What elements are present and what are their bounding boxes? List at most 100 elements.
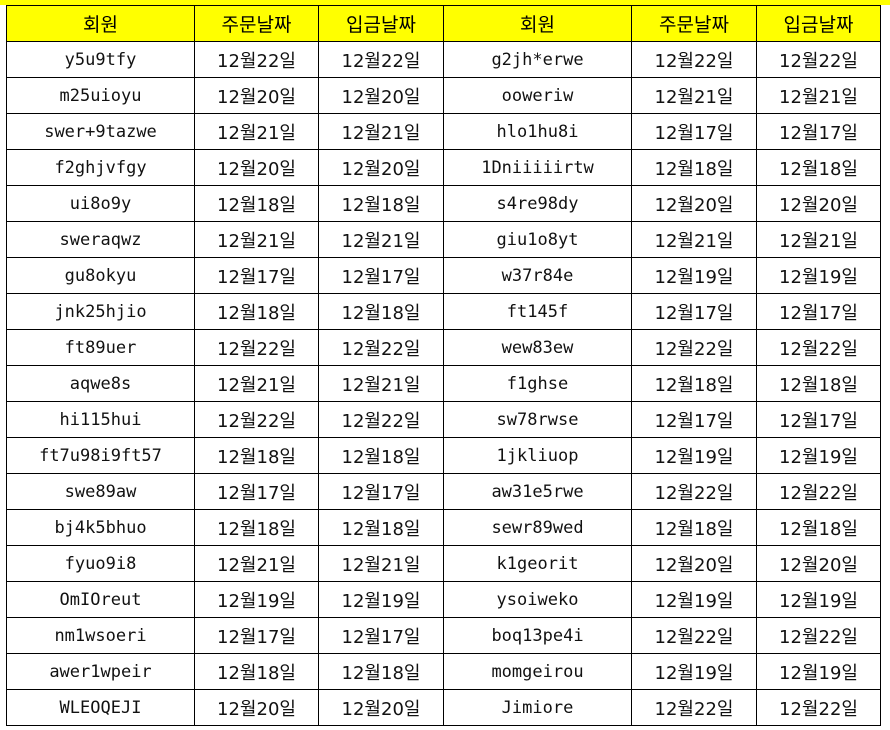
header-order-date-2[interactable]: 주문날짜 (631, 5, 757, 42)
member-cell[interactable]: nm1wsoeri (6, 617, 195, 654)
member-cell[interactable]: gu8okyu (6, 257, 195, 294)
payment-date-cell[interactable]: 12월22일 (756, 329, 881, 366)
order-date-cell[interactable]: 12월22일 (194, 41, 319, 78)
header-payment-date-1[interactable]: 입금날짜 (318, 5, 444, 42)
payment-date-cell[interactable]: 12월18일 (318, 185, 444, 222)
payment-date-cell[interactable]: 12월21일 (318, 365, 444, 402)
member-cell[interactable]: ft89uer (6, 329, 195, 366)
order-date-cell[interactable]: 12월18일 (194, 293, 319, 330)
member-cell[interactable]: giu1o8yt (443, 221, 632, 258)
payment-date-cell[interactable]: 12월21일 (318, 113, 444, 150)
payment-date-cell[interactable]: 12월21일 (318, 221, 444, 258)
member-cell[interactable]: swer+9tazwe (6, 113, 195, 150)
order-date-cell[interactable]: 12월22일 (631, 329, 757, 366)
order-date-cell[interactable]: 12월18일 (631, 509, 757, 546)
order-date-cell[interactable]: 12월17일 (631, 293, 757, 330)
header-member-1[interactable]: 회원 (6, 5, 195, 42)
member-cell[interactable]: momgeirou (443, 653, 632, 690)
order-date-cell[interactable]: 12월19일 (631, 581, 757, 618)
payment-date-cell[interactable]: 12월18일 (318, 437, 444, 474)
order-date-cell[interactable]: 12월18일 (631, 149, 757, 186)
member-cell[interactable]: k1georit (443, 545, 632, 582)
payment-date-cell[interactable]: 12월19일 (756, 653, 881, 690)
order-date-cell[interactable]: 12월21일 (194, 221, 319, 258)
member-cell[interactable]: f2ghjvfgy (6, 149, 195, 186)
order-date-cell[interactable]: 12월22일 (631, 617, 757, 654)
member-cell[interactable]: w37r84e (443, 257, 632, 294)
payment-date-cell[interactable]: 12월22일 (318, 401, 444, 438)
order-date-cell[interactable]: 12월20일 (194, 149, 319, 186)
payment-date-cell[interactable]: 12월17일 (318, 257, 444, 294)
payment-date-cell[interactable]: 12월22일 (756, 473, 881, 510)
payment-date-cell[interactable]: 12월18일 (318, 653, 444, 690)
header-order-date-1[interactable]: 주문날짜 (194, 5, 319, 42)
order-date-cell[interactable]: 12월17일 (631, 113, 757, 150)
member-cell[interactable]: swe89aw (6, 473, 195, 510)
order-date-cell[interactable]: 12월18일 (194, 653, 319, 690)
payment-date-cell[interactable]: 12월18일 (756, 365, 881, 402)
order-date-cell[interactable]: 12월18일 (194, 185, 319, 222)
payment-date-cell[interactable]: 12월22일 (318, 329, 444, 366)
order-date-cell[interactable]: 12월19일 (631, 437, 757, 474)
member-cell[interactable]: Jimiore (443, 689, 632, 726)
order-date-cell[interactable]: 12월17일 (194, 473, 319, 510)
payment-date-cell[interactable]: 12월19일 (756, 581, 881, 618)
payment-date-cell[interactable]: 12월22일 (756, 689, 881, 726)
payment-date-cell[interactable]: 12월17일 (756, 401, 881, 438)
member-cell[interactable]: jnk25hjio (6, 293, 195, 330)
order-date-cell[interactable]: 12월22일 (631, 41, 757, 78)
member-cell[interactable]: wew83ew (443, 329, 632, 366)
member-cell[interactable]: g2jh*erwe (443, 41, 632, 78)
payment-date-cell[interactable]: 12월19일 (756, 437, 881, 474)
member-cell[interactable]: ooweriw (443, 77, 632, 114)
order-date-cell[interactable]: 12월18일 (631, 365, 757, 402)
order-date-cell[interactable]: 12월22일 (194, 329, 319, 366)
payment-date-cell[interactable]: 12월17일 (756, 113, 881, 150)
order-date-cell[interactable]: 12월21일 (194, 545, 319, 582)
member-cell[interactable]: y5u9tfy (6, 41, 195, 78)
member-cell[interactable]: sewr89wed (443, 509, 632, 546)
member-cell[interactable]: hlo1hu8i (443, 113, 632, 150)
payment-date-cell[interactable]: 12월20일 (318, 689, 444, 726)
member-cell[interactable]: OmIOreut (6, 581, 195, 618)
member-cell[interactable]: WLEOQEJI (6, 689, 195, 726)
order-date-cell[interactable]: 12월19일 (631, 653, 757, 690)
order-date-cell[interactable]: 12월20일 (631, 185, 757, 222)
payment-date-cell[interactable]: 12월22일 (318, 41, 444, 78)
payment-date-cell[interactable]: 12월22일 (756, 41, 881, 78)
member-cell[interactable]: 1Dniiiiirtw (443, 149, 632, 186)
member-cell[interactable]: fyuo9i8 (6, 545, 195, 582)
order-date-cell[interactable]: 12월20일 (631, 545, 757, 582)
member-cell[interactable]: ft7u98i9ft57 (6, 437, 195, 474)
payment-date-cell[interactable]: 12월17일 (318, 473, 444, 510)
member-cell[interactable]: sw78rwse (443, 401, 632, 438)
order-date-cell[interactable]: 12월21일 (194, 365, 319, 402)
payment-date-cell[interactable]: 12월18일 (756, 149, 881, 186)
member-cell[interactable]: s4re98dy (443, 185, 632, 222)
order-date-cell[interactable]: 12월17일 (631, 401, 757, 438)
member-cell[interactable]: f1ghse (443, 365, 632, 402)
payment-date-cell[interactable]: 12월20일 (756, 185, 881, 222)
member-cell[interactable]: ui8o9y (6, 185, 195, 222)
payment-date-cell[interactable]: 12월21일 (756, 77, 881, 114)
payment-date-cell[interactable]: 12월20일 (318, 149, 444, 186)
payment-date-cell[interactable]: 12월19일 (756, 257, 881, 294)
payment-date-cell[interactable]: 12월19일 (318, 581, 444, 618)
payment-date-cell[interactable]: 12월21일 (756, 221, 881, 258)
payment-date-cell[interactable]: 12월20일 (318, 77, 444, 114)
header-payment-date-2[interactable]: 입금날짜 (756, 5, 881, 42)
payment-date-cell[interactable]: 12월20일 (756, 545, 881, 582)
order-date-cell[interactable]: 12월17일 (194, 257, 319, 294)
payment-date-cell[interactable]: 12월18일 (756, 509, 881, 546)
member-cell[interactable]: boq13pe4i (443, 617, 632, 654)
member-cell[interactable]: ft145f (443, 293, 632, 330)
order-date-cell[interactable]: 12월21일 (631, 221, 757, 258)
order-date-cell[interactable]: 12월22일 (194, 401, 319, 438)
member-cell[interactable]: aw31e5rwe (443, 473, 632, 510)
order-date-cell[interactable]: 12월20일 (194, 77, 319, 114)
order-date-cell[interactable]: 12월20일 (194, 689, 319, 726)
order-date-cell[interactable]: 12월19일 (631, 257, 757, 294)
order-date-cell[interactable]: 12월21일 (194, 113, 319, 150)
payment-date-cell[interactable]: 12월17일 (318, 617, 444, 654)
payment-date-cell[interactable]: 12월22일 (756, 617, 881, 654)
